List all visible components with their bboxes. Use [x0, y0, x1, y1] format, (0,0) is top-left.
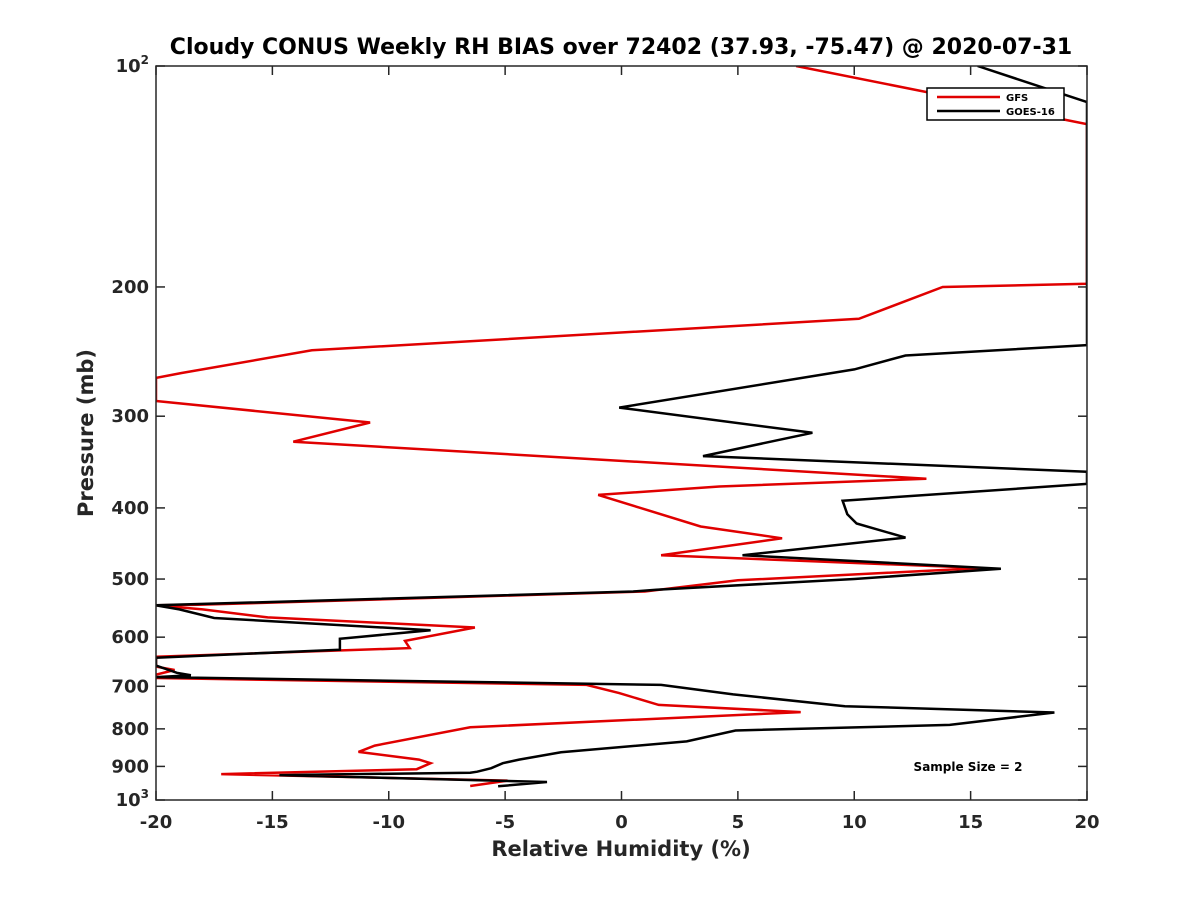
- x-tick-label: -15: [256, 812, 289, 833]
- y-tick-label: 800: [111, 719, 149, 740]
- y-tick-label: 500: [111, 569, 149, 590]
- y-tick-label: 300: [111, 406, 149, 427]
- y-tick-exponent: 2: [141, 53, 149, 67]
- x-tick-label: 10: [842, 812, 867, 833]
- y-tick-label: 200: [111, 277, 149, 298]
- x-tick-label: -10: [372, 812, 405, 833]
- y-axis-label: Pressure (mb): [74, 349, 98, 517]
- x-tick-label: -5: [495, 812, 515, 833]
- x-tick-label: 0: [615, 812, 628, 833]
- x-tick-label: 15: [958, 812, 983, 833]
- legend-box: [926, 87, 1065, 121]
- x-tick-label: 20: [1074, 812, 1099, 833]
- y-tick-exponent: 3: [141, 787, 149, 801]
- chart-title: Cloudy CONUS Weekly RH BIAS over 72402 (…: [170, 35, 1072, 60]
- y-tick-label: 700: [111, 676, 149, 697]
- legend-label-gfs: GFS: [1006, 93, 1028, 104]
- x-axis-label: Relative Humidity (%): [491, 837, 750, 861]
- series-line-gfs: [156, 66, 1087, 788]
- y-tick-label: 900: [111, 756, 149, 777]
- x-tick-label: 5: [732, 812, 745, 833]
- legend: GFS GOES-16: [926, 87, 1065, 121]
- legend-label-goes-16: GOES-16: [1006, 107, 1055, 118]
- x-tick-label: -20: [140, 812, 173, 833]
- sample-size-annotation: Sample Size = 2: [914, 760, 1023, 774]
- y-tick-label: 400: [111, 498, 149, 519]
- y-tick-label: 600: [111, 627, 149, 648]
- series-line-goes-16: [156, 66, 1087, 788]
- series-layer: [156, 66, 1087, 788]
- x-axis: -20 -15 -10 -5 0 5 10 15 20: [140, 66, 1100, 833]
